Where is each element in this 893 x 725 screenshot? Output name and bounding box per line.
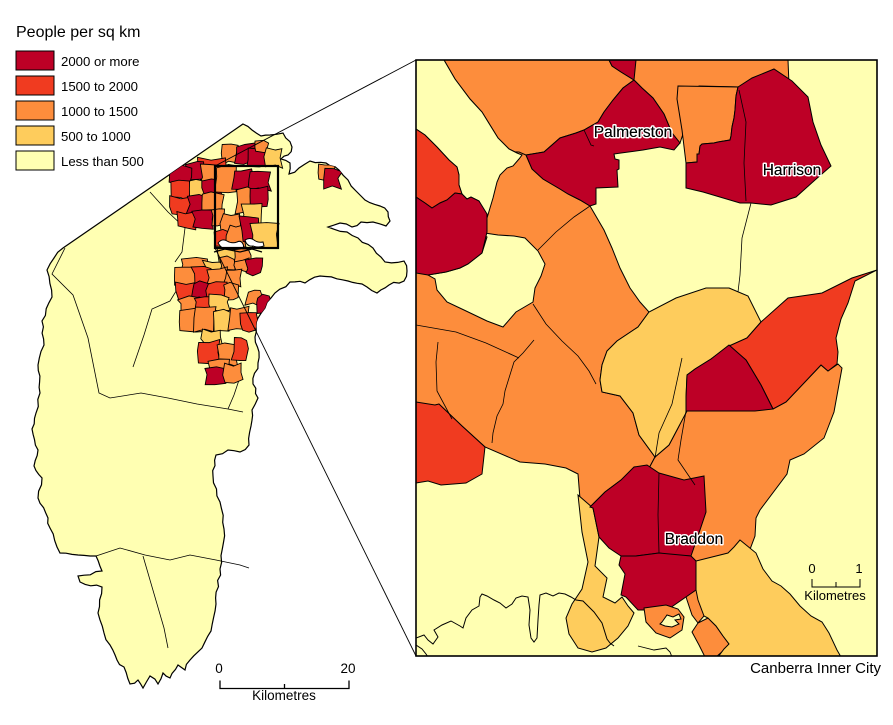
svg-text:Less than 500: Less than 500 — [61, 154, 144, 169]
svg-text:Palmerston: Palmerston — [594, 124, 672, 141]
svg-text:Kilometres: Kilometres — [804, 588, 866, 603]
svg-text:Canberra Inner City: Canberra Inner City — [750, 660, 881, 677]
svg-text:500 to 1000: 500 to 1000 — [61, 129, 131, 144]
svg-text:Palmerston: Palmerston — [594, 124, 672, 141]
svg-text:2000 or more: 2000 or more — [61, 54, 139, 69]
svg-text:1000 to 1500: 1000 to 1500 — [61, 104, 138, 119]
svg-text:Braddon: Braddon — [665, 531, 724, 548]
svg-text:Harrison: Harrison — [763, 162, 822, 179]
svg-text:0: 0 — [215, 661, 223, 676]
svg-text:1: 1 — [855, 561, 862, 576]
svg-text:People per sq km: People per sq km — [16, 24, 141, 41]
svg-text:0: 0 — [808, 561, 815, 576]
svg-text:Kilometres: Kilometres — [252, 688, 316, 703]
svg-text:Harrison: Harrison — [763, 162, 822, 179]
svg-text:1500 to 2000: 1500 to 2000 — [61, 79, 138, 94]
svg-text:Braddon: Braddon — [665, 531, 724, 548]
svg-text:20: 20 — [340, 661, 355, 676]
